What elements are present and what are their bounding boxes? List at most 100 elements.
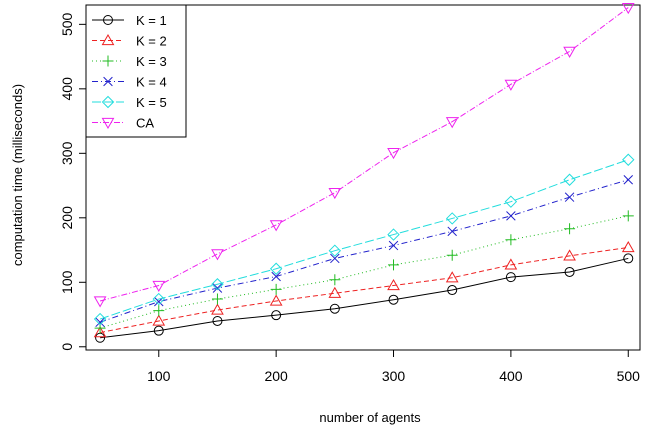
data-point-k-3	[622, 210, 634, 222]
data-point-ca	[563, 46, 576, 58]
legend-label: K = 3	[136, 54, 167, 69]
data-point-k-1	[623, 253, 634, 264]
y-tick-label: 200	[59, 206, 75, 230]
legend-marker	[101, 95, 115, 109]
series-line-k-2	[99, 246, 629, 334]
legend-item-k-3: K = 3	[92, 54, 167, 69]
data-point-ca	[445, 117, 459, 129]
data-point-k-5	[152, 292, 165, 306]
data-point-k-4	[271, 271, 281, 282]
legend: K = 1 K = 2 K = 3 K = 4 K = 5 CA	[85, 4, 187, 138]
legend-label: K = 5	[136, 95, 167, 110]
data-point-k-3	[388, 259, 400, 271]
y-tick-label: 300	[59, 141, 75, 165]
data-point-k-2	[563, 249, 576, 261]
legend-marker	[103, 15, 113, 25]
series-k-1	[95, 253, 634, 343]
series-k-2	[93, 240, 635, 338]
data-point-k-3	[211, 293, 223, 305]
legend-marker	[101, 117, 115, 130]
data-point-k-1	[388, 294, 399, 305]
legend-marker	[103, 76, 113, 87]
series-k-3	[94, 210, 634, 334]
legend-item-k-1: K = 1	[92, 13, 167, 28]
x-tick-label: 400	[499, 368, 523, 384]
data-point-k-3	[329, 274, 341, 286]
data-point-k-1	[271, 310, 282, 321]
x-tick-label: 100	[147, 368, 171, 384]
data-point-k-1	[153, 325, 164, 336]
plot-frame	[85, 4, 641, 351]
data-point-k-3	[564, 223, 576, 235]
data-point-k-4	[212, 283, 223, 293]
y-axis: 0 100 200 300 400 500	[59, 12, 86, 351]
data-point-k-1	[212, 315, 223, 326]
data-point-k-5	[211, 278, 224, 291]
x-tick-label: 200	[264, 368, 288, 384]
data-point-ca	[269, 220, 283, 232]
x-axis: 100 200 300 400 500	[147, 350, 640, 384]
data-point-k-2	[269, 294, 283, 306]
data-point-k-5	[387, 228, 400, 241]
data-point-k-3	[446, 249, 458, 261]
legend-label: K = 4	[136, 75, 167, 90]
legend-box	[85, 4, 187, 138]
data-point-ca	[211, 249, 224, 261]
y-tick-label: 400	[59, 77, 75, 101]
y-axis-title: computation time (milliseconds)	[10, 84, 25, 266]
series-line-k-4	[99, 179, 629, 323]
data-point-k-1	[564, 266, 575, 277]
series-line-ca	[99, 7, 629, 302]
data-point-k-2	[445, 271, 459, 283]
series-ca	[93, 2, 635, 308]
data-point-k-5	[328, 244, 342, 257]
data-point-k-5	[269, 262, 283, 275]
data-point-k-5	[622, 153, 635, 166]
data-point-k-2	[152, 314, 166, 326]
data-point-ca	[387, 148, 400, 160]
y-tick-label: 500	[59, 12, 75, 36]
data-point-ca	[328, 188, 342, 200]
data-point-k-2	[211, 303, 224, 315]
data-point-k-1	[447, 285, 458, 296]
data-point-k-5	[563, 173, 576, 186]
data-point-k-4	[506, 211, 516, 221]
data-point-k-4	[564, 192, 575, 202]
data-point-k-3	[505, 234, 517, 246]
y-tick-label: 100	[59, 270, 75, 294]
legend-item-ca: CA	[92, 116, 154, 131]
data-point-k-1	[329, 303, 340, 314]
data-point-ca	[152, 280, 166, 293]
data-point-ca	[621, 2, 635, 15]
series-line-k-3	[99, 215, 629, 329]
data-point-k-3	[153, 305, 165, 317]
data-point-ca	[93, 296, 107, 308]
data-point-k-4	[330, 253, 340, 264]
series-k-5	[93, 153, 635, 326]
x-tick-label: 500	[617, 368, 641, 384]
y-tick-label: 0	[59, 343, 75, 351]
data-point-k-2	[328, 286, 342, 298]
plot-border	[85, 4, 641, 351]
data-point-k-4	[447, 226, 457, 237]
data-point-k-5	[504, 195, 518, 208]
legend-item-k-5: K = 5	[92, 95, 167, 110]
data-point-k-4	[95, 317, 105, 328]
legend-marker	[101, 33, 115, 46]
x-axis-title: number of agents	[319, 410, 421, 425]
data-point-k-2	[93, 326, 107, 338]
data-point-k-4	[388, 240, 399, 251]
data-point-k-2	[621, 240, 635, 253]
data-point-k-5	[445, 212, 459, 225]
data-point-k-1	[505, 272, 516, 283]
data-point-k-2	[504, 258, 518, 270]
data-point-k-4	[623, 175, 634, 185]
legend-label: K = 2	[136, 34, 167, 49]
legend-item-k-4: K = 4	[92, 75, 167, 90]
series-layer	[93, 2, 635, 343]
legend-label: CA	[136, 116, 154, 131]
x-tick-label: 300	[382, 368, 406, 384]
series-k-4	[95, 175, 634, 328]
series-line-k-5	[99, 159, 629, 320]
legend-item-k-2: K = 2	[92, 34, 167, 49]
